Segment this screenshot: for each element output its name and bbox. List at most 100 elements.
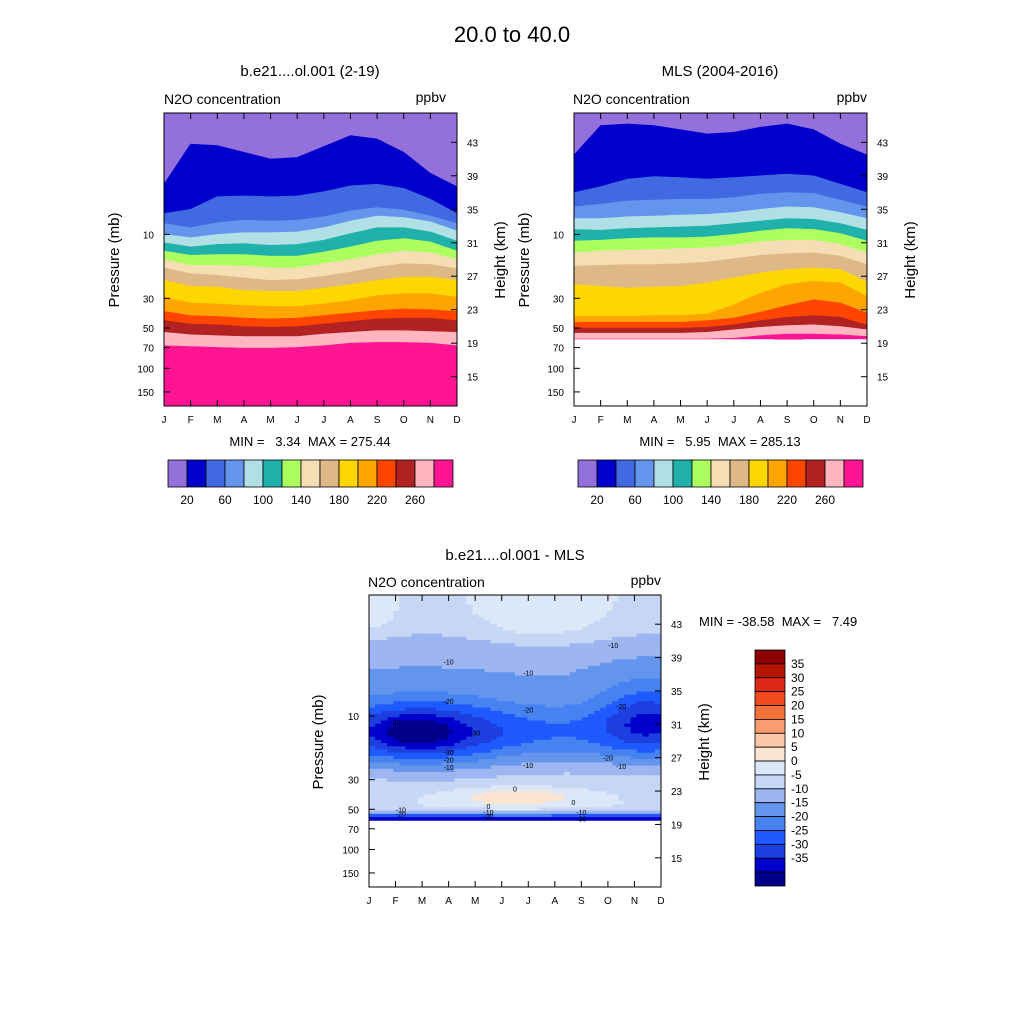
field-cell xyxy=(393,739,400,744)
field-cell xyxy=(490,755,498,760)
field-cell xyxy=(496,633,504,638)
field-cell xyxy=(539,723,546,728)
field-cell xyxy=(600,759,607,763)
field-cell xyxy=(381,746,388,750)
field-cell xyxy=(642,788,650,792)
field-cell xyxy=(551,681,559,686)
field-cell xyxy=(429,743,437,747)
field-cell xyxy=(466,755,473,760)
field-cell xyxy=(642,685,650,689)
field-cell xyxy=(527,659,534,664)
field-cell xyxy=(612,714,619,718)
field-cell xyxy=(393,607,400,612)
field-cell xyxy=(612,601,619,606)
field-cell xyxy=(460,659,467,664)
colorbar-box xyxy=(824,459,845,488)
field-cell xyxy=(588,720,595,725)
field-cell xyxy=(533,714,540,718)
field-cell xyxy=(612,701,619,705)
field-cell xyxy=(411,640,419,644)
field-cell xyxy=(454,659,461,664)
field-cell xyxy=(642,730,650,734)
field-cell xyxy=(581,601,589,606)
field-cell xyxy=(375,714,382,718)
field-cell xyxy=(429,704,437,709)
field-cell xyxy=(515,633,522,638)
field-cell xyxy=(460,755,467,760)
field-cell xyxy=(393,759,400,763)
field-cell xyxy=(600,678,607,683)
field-cell xyxy=(636,794,644,799)
field-cell xyxy=(508,807,516,812)
field-cell xyxy=(381,813,388,818)
height-tick-label: 35 xyxy=(877,205,889,216)
panel-mls-plot-area xyxy=(573,112,868,340)
field-cell xyxy=(472,810,479,815)
field-cell xyxy=(448,817,455,821)
field-cell xyxy=(581,595,589,599)
field-cell xyxy=(399,656,406,660)
field-cell xyxy=(508,681,516,686)
field-cell xyxy=(569,598,577,602)
panel-mls-frame xyxy=(573,112,868,407)
field-cell xyxy=(484,817,492,821)
field-cell xyxy=(600,794,607,799)
field-cell xyxy=(515,665,522,670)
field-cell xyxy=(569,791,577,796)
field-cell xyxy=(496,672,504,676)
colorbar-label: -35 xyxy=(791,851,809,865)
field-cell xyxy=(588,775,595,779)
field-cell xyxy=(648,681,656,686)
y-tick-label: 150 xyxy=(137,388,154,399)
field-cell xyxy=(381,665,388,670)
field-cell xyxy=(648,730,656,734)
field-cell xyxy=(618,813,625,818)
field-cell xyxy=(575,804,583,808)
field-cell xyxy=(600,643,607,647)
field-cell xyxy=(496,733,504,738)
field-cell xyxy=(563,614,571,619)
field-cell xyxy=(557,752,565,757)
field-cell xyxy=(375,794,382,799)
field-cell xyxy=(381,630,388,635)
field-cell xyxy=(563,800,571,805)
field-cell xyxy=(581,797,589,802)
field-cell xyxy=(648,794,656,799)
field-cell xyxy=(588,672,595,676)
field-cell xyxy=(545,817,552,821)
field-cell xyxy=(533,765,540,770)
field-cell xyxy=(490,601,498,606)
field-cell xyxy=(502,611,510,615)
field-cell xyxy=(533,627,540,631)
field-cell xyxy=(539,620,546,625)
y-tick-label: 70 xyxy=(553,344,565,355)
field-cell xyxy=(551,694,559,699)
field-cell xyxy=(648,620,656,625)
colorbar-label: 100 xyxy=(663,493,683,507)
field-cell xyxy=(393,620,400,625)
field-cell xyxy=(429,788,437,792)
field-cell xyxy=(387,598,394,602)
field-cell xyxy=(496,627,504,631)
field-cell xyxy=(435,736,443,741)
field-cell xyxy=(594,794,601,799)
field-cell xyxy=(648,694,656,699)
field-cell xyxy=(618,817,625,821)
field-cell xyxy=(423,797,431,802)
field-cell xyxy=(533,691,540,696)
field-cell xyxy=(642,701,650,705)
field-cell xyxy=(636,614,644,619)
field-cell xyxy=(472,759,479,763)
field-cell xyxy=(508,691,516,696)
field-cell xyxy=(423,623,431,628)
field-cell xyxy=(375,768,382,773)
field-cell xyxy=(539,659,546,664)
field-cell xyxy=(429,752,437,757)
field-cell xyxy=(557,794,565,799)
field-cell xyxy=(654,794,662,799)
field-cell xyxy=(454,759,461,763)
field-cell xyxy=(442,723,449,728)
field-cell xyxy=(381,791,388,796)
field-cell xyxy=(454,681,461,686)
